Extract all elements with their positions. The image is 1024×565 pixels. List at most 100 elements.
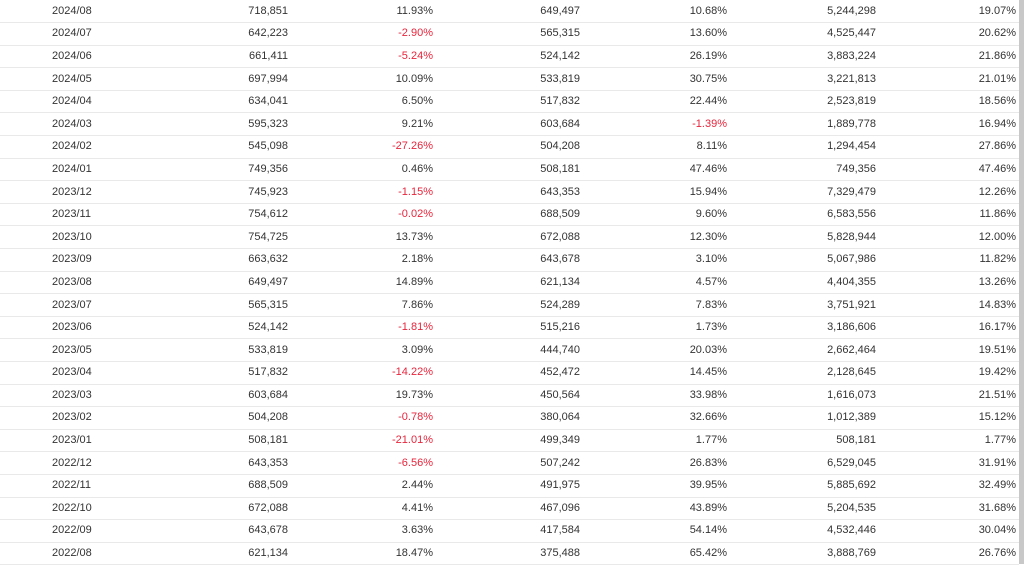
table-row: 2024/01 749,356 0.46% 508,181 47.46% 749,356 4… — [0, 158, 1019, 182]
cell-value-2: 515,216 — [439, 316, 585, 340]
table-row: 2024/03 595,323 9.21% 603,684 -1.39% 1,889,77… — [0, 112, 1019, 137]
cell-value-1: 642,223 — [140, 22, 294, 46]
cell-change-2: 7.83% — [585, 293, 731, 317]
cell-change-1: 9.21% — [294, 112, 439, 137]
cell-value-2: 688,509 — [439, 203, 585, 227]
table-row: 2024/05 697,994 10.09% 533,819 30.75% 3,221,8… — [0, 67, 1019, 91]
cell-change-1: 0.46% — [294, 158, 439, 182]
cell-value-1: 595,323 — [140, 112, 294, 137]
cell-date: 2023/12 — [0, 180, 140, 204]
cell-value-3: 5,067,986 — [731, 248, 884, 272]
cell-change-1: -0.02% — [294, 203, 439, 227]
cell-value-3: 6,529,045 — [731, 451, 884, 475]
table-row: 2023/06 524,142 -1.81% 515,216 1.73% 3,186,60… — [0, 316, 1019, 340]
cell-change-1: 3.09% — [294, 338, 439, 362]
cell-value-1: 603,684 — [140, 384, 294, 408]
cell-date: 2023/06 — [0, 316, 140, 340]
cell-value-2: 517,832 — [439, 90, 585, 114]
vertical-scrollbar[interactable] — [1019, 0, 1024, 564]
cell-date: 2024/06 — [0, 45, 140, 69]
cell-value-3: 5,244,298 — [731, 0, 884, 24]
table-row: 2023/09 663,632 2.18% 643,678 3.10% 5,067,986… — [0, 248, 1019, 272]
cell-date: 2023/03 — [0, 384, 140, 408]
cell-change-2: 1.73% — [585, 316, 731, 340]
cell-value-2: 565,315 — [439, 22, 585, 46]
table-row: 2023/07 565,315 7.86% 524,289 7.83% 3,751,921… — [0, 293, 1019, 317]
cell-value-1: 672,088 — [140, 497, 294, 521]
cell-change-3: 14.83% — [884, 293, 1019, 317]
cell-change-1: -1.81% — [294, 316, 439, 340]
cell-value-1: 524,142 — [140, 316, 294, 340]
cell-value-2: 603,684 — [439, 112, 585, 137]
cell-value-3: 4,404,355 — [731, 271, 884, 295]
cell-change-2: 39.95% — [585, 474, 731, 498]
cell-change-2: 20.03% — [585, 338, 731, 362]
cell-value-3: 3,888,769 — [731, 542, 884, 565]
cell-change-1: 14.89% — [294, 271, 439, 295]
cell-date: 2022/09 — [0, 519, 140, 543]
cell-value-3: 5,828,944 — [731, 225, 884, 250]
cell-change-3: 26.76% — [884, 542, 1019, 565]
cell-value-1: 749,356 — [140, 158, 294, 182]
cell-value-2: 452,472 — [439, 361, 585, 385]
cell-value-2: 672,088 — [439, 225, 585, 250]
table-row: 2023/11 754,612 -0.02% 688,509 9.60% 6,583,55… — [0, 203, 1019, 227]
cell-change-2: 10.68% — [585, 0, 731, 24]
cell-value-3: 3,751,921 — [731, 293, 884, 317]
cell-value-3: 5,885,692 — [731, 474, 884, 498]
cell-date: 2023/07 — [0, 293, 140, 317]
cell-change-3: 30.04% — [884, 519, 1019, 543]
cell-change-3: 12.26% — [884, 180, 1019, 204]
cell-change-2: 1.77% — [585, 429, 731, 453]
cell-value-1: 508,181 — [140, 429, 294, 453]
cell-change-1: 18.47% — [294, 542, 439, 565]
cell-change-2: 54.14% — [585, 519, 731, 543]
scrollbar-thumb[interactable] — [1019, 0, 1024, 564]
cell-change-3: 32.49% — [884, 474, 1019, 498]
cell-value-2: 450,564 — [439, 384, 585, 408]
cell-value-2: 467,096 — [439, 497, 585, 521]
cell-change-3: 1.77% — [884, 429, 1019, 453]
cell-date: 2024/08 — [0, 0, 140, 24]
table-row: 2023/08 649,497 14.89% 621,134 4.57% 4,404,35… — [0, 271, 1019, 295]
cell-value-3: 6,583,556 — [731, 203, 884, 227]
table-row: 2023/01 508,181 -21.01% 499,349 1.77% 508,181… — [0, 429, 1019, 453]
cell-value-3: 508,181 — [731, 429, 884, 453]
cell-value-2: 375,488 — [439, 542, 585, 565]
cell-value-3: 1,012,389 — [731, 406, 884, 430]
cell-value-3: 1,889,778 — [731, 112, 884, 137]
cell-value-3: 2,662,464 — [731, 338, 884, 362]
cell-date: 2023/08 — [0, 271, 140, 295]
cell-value-1: 565,315 — [140, 293, 294, 317]
cell-change-1: 4.41% — [294, 497, 439, 521]
cell-value-2: 507,242 — [439, 451, 585, 475]
cell-change-1: 13.73% — [294, 225, 439, 250]
cell-change-2: 65.42% — [585, 542, 731, 565]
cell-change-3: 31.68% — [884, 497, 1019, 521]
cell-value-1: 545,098 — [140, 135, 294, 159]
cell-change-3: 21.86% — [884, 45, 1019, 69]
cell-value-2: 380,064 — [439, 406, 585, 430]
cell-change-3: 27.86% — [884, 135, 1019, 159]
cell-date: 2022/11 — [0, 474, 140, 498]
cell-value-1: 533,819 — [140, 338, 294, 362]
cell-value-2: 417,584 — [439, 519, 585, 543]
cell-value-1: 621,134 — [140, 542, 294, 565]
cell-change-2: 8.11% — [585, 135, 731, 159]
cell-change-3: 20.62% — [884, 22, 1019, 46]
cell-date: 2022/08 — [0, 542, 140, 565]
cell-change-2: 26.83% — [585, 451, 731, 475]
cell-change-3: 16.17% — [884, 316, 1019, 340]
cell-change-1: -0.78% — [294, 406, 439, 430]
cell-value-2: 524,289 — [439, 293, 585, 317]
cell-value-2: 643,353 — [439, 180, 585, 204]
cell-change-1: 2.18% — [294, 248, 439, 272]
cell-value-2: 508,181 — [439, 158, 585, 182]
cell-change-2: 33.98% — [585, 384, 731, 408]
cell-change-3: 15.12% — [884, 406, 1019, 430]
cell-value-2: 491,975 — [439, 474, 585, 498]
cell-value-3: 4,525,447 — [731, 22, 884, 46]
table-row: 2023/12 745,923 -1.15% 643,353 15.94% 7,329,4… — [0, 180, 1019, 204]
